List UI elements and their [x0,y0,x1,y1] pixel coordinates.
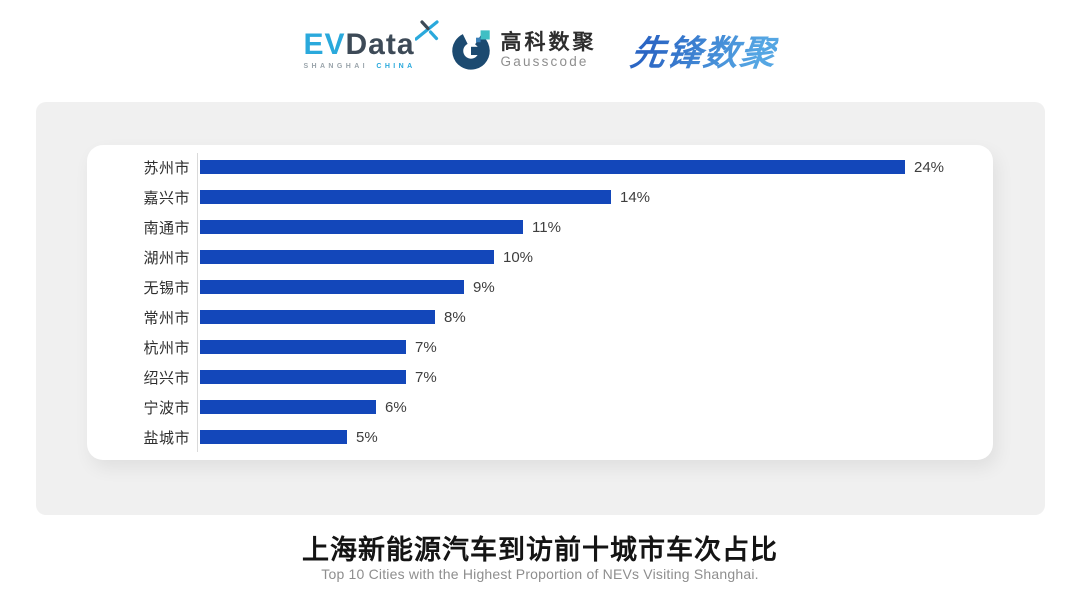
evdata-ev-text: EV [303,28,346,61]
evdata-tagline-china: CHINA [376,63,416,70]
evdata-spark-icon [414,20,439,41]
bar [200,220,523,234]
chart-row: 南通市 11% [87,212,983,242]
bar [200,190,611,204]
evdata-tagline: SHANGHAI CHINA [303,63,415,70]
value-label: 9% [473,278,495,296]
chart-row: 宁波市 6% [87,392,983,422]
bar-area: 9% [200,279,983,296]
chart-subtitle: Top 10 Cities with the Highest Proportio… [321,566,759,582]
category-label: 杭州市 [143,339,190,357]
bar [200,280,464,294]
chart-row: 绍兴市 7% [87,362,983,392]
value-label: 6% [385,398,407,416]
category-label: 宁波市 [143,399,190,417]
chart-row: 嘉兴市 14% [87,182,983,212]
bar-area: 8% [200,309,983,326]
bar-area: 10% [200,249,983,266]
chart-title: 上海新能源汽车到访前十城市车次占比 [302,535,778,565]
value-label: 24% [914,158,945,176]
value-label: 7% [415,338,437,356]
category-label: 绍兴市 [143,369,190,387]
bar-area: 14% [200,189,983,206]
gausscode-logo: 高科数聚 Gausscode [450,29,597,71]
bar-area: 6% [200,399,983,416]
category-label: 无锡市 [143,279,190,297]
bar [200,430,347,444]
pioneer-data-logo: 先锋数聚 [627,25,780,76]
category-label: 南通市 [143,219,190,237]
evdata-tagline-shanghai: SHANGHAI [303,63,368,70]
chart-row: 盐城市 5% [87,422,983,452]
value-label: 8% [444,308,466,326]
bar [200,370,406,384]
chart-row: 常州市 8% [87,302,983,332]
bar [200,250,494,264]
category-label: 常州市 [143,309,190,327]
bar [200,400,376,414]
bar [200,310,435,324]
value-label: 10% [503,248,534,266]
bar-area: 5% [200,429,983,446]
gausscode-en-label: Gausscode [500,53,589,69]
gausscode-wordmark: 高科数聚 Gausscode [501,31,597,70]
chart-row: 无锡市 9% [87,272,983,302]
value-label: 7% [415,368,437,386]
value-label: 5% [356,428,378,446]
bar-area: 11% [200,219,983,236]
gausscode-cn-label: 高科数聚 [500,30,597,54]
chart-card: 苏州市 24% 嘉兴市 14% 南通市 11% 湖州市 [87,145,993,460]
evdata-logo: EVData SHANGHAI CHINA [303,20,439,70]
value-label: 11% [532,218,561,236]
category-label: 苏州市 [143,159,190,177]
bar-area: 24% [200,159,983,176]
category-label: 嘉兴市 [143,189,190,207]
category-label: 盐城市 [143,429,190,447]
category-label: 湖州市 [143,249,190,267]
chart-rows: 苏州市 24% 嘉兴市 14% 南通市 11% 湖州市 [87,152,983,452]
bar-area: 7% [200,369,983,386]
evdata-wordmark: EVData [303,20,439,61]
chart-panel: 苏州市 24% 嘉兴市 14% 南通市 11% 湖州市 [36,102,1045,515]
bar [200,160,905,174]
chart-row: 苏州市 24% [87,152,983,182]
evdata-data-text: Data [345,28,415,61]
chart-row: 湖州市 10% [87,242,983,272]
chart-row: 杭州市 7% [87,332,983,362]
bar [200,340,406,354]
y-axis-line [197,153,198,452]
bar-area: 7% [200,339,983,356]
gausscode-g-mark-icon [451,30,490,70]
value-label: 14% [620,188,651,206]
logo-bar: EVData SHANGHAI CHINA 高科数聚 Gausscode 先锋数… [0,16,1080,84]
